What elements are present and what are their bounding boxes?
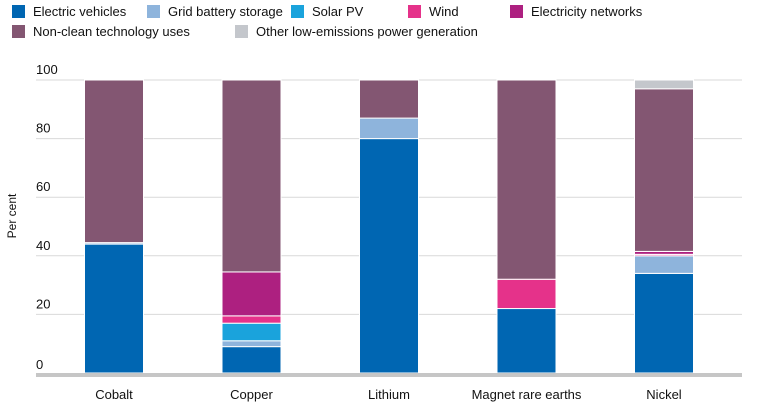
legend-item-wind: Wind [408, 4, 459, 19]
legend-item-electricity-networks: Electricity networks [510, 4, 643, 19]
bar-copper-wind [221, 315, 282, 324]
bar-nickel-electric-vehicles [634, 272, 694, 374]
bar-nickel-grid-battery-storage [634, 255, 694, 274]
legend-label-electric-vehicles: Electric vehicles [33, 4, 127, 19]
bar-stack-magnet-rare-earths [496, 79, 557, 374]
x-tick-label-nickel: Nickel [646, 387, 682, 402]
bar-lithium-electric-vehicles [359, 138, 419, 374]
legend-label-electricity-networks: Electricity networks [531, 4, 643, 19]
bar-copper-electricity-networks [221, 271, 282, 317]
bar-stack-copper [221, 79, 282, 374]
y-tick-label-40: 40 [36, 238, 50, 253]
bar-stack-nickel [634, 79, 694, 374]
x-tick-label-cobalt: Cobalt [95, 387, 133, 402]
legend-label-wind: Wind [429, 4, 459, 19]
y-tick-label-60: 60 [36, 179, 50, 194]
legend-item-solar-pv: Solar PV [291, 4, 364, 19]
x-tick-label-copper: Copper [230, 387, 273, 402]
bar-lithium-grid-battery-storage [359, 117, 419, 140]
bar-nickel-non-clean-technology-uses [634, 88, 694, 252]
legend-label-non-clean-technology-uses: Non-clean technology uses [33, 24, 190, 39]
bar-copper-electric-vehicles [221, 346, 282, 374]
legend-swatch-wind [408, 5, 421, 18]
y-tick-label-100: 100 [36, 62, 58, 77]
legend-label-other-low-emissions-power-generation: Other low-emissions power generation [256, 24, 478, 39]
legend-item-other-low-emissions-power-generation: Other low-emissions power generation [235, 24, 478, 39]
legend-swatch-electric-vehicles [12, 5, 25, 18]
bars [84, 79, 694, 374]
bar-stack-lithium [359, 79, 419, 374]
x-tick-label-lithium: Lithium [368, 387, 410, 402]
y-tick-label-0: 0 [36, 357, 43, 372]
legend-swatch-solar-pv [291, 5, 304, 18]
legend-swatch-electricity-networks [510, 5, 523, 18]
bar-copper-non-clean-technology-uses [221, 79, 282, 273]
chart-legend: Electric vehicles Grid battery storage Sol… [12, 4, 643, 39]
bar-magnet-rare-earths-electric-vehicles [496, 308, 557, 374]
bar-nickel-other-low-emissions-power-generation [634, 79, 694, 90]
legend-swatch-non-clean-technology-uses [12, 25, 25, 38]
bar-stack-cobalt [84, 79, 144, 374]
y-axis-title: Per cent [5, 193, 19, 238]
y-tick-label-20: 20 [36, 296, 50, 311]
bar-copper-solar-pv [221, 322, 282, 342]
x-axis-baseline [36, 373, 742, 377]
x-axis-labels: Cobalt Copper Lithium Magnet rare earths Nic… [95, 387, 682, 402]
bar-cobalt-electric-vehicles [84, 243, 144, 374]
y-axis-ticks: 0 20 40 60 80 100 [36, 62, 58, 372]
y-tick-label-80: 80 [36, 121, 50, 136]
legend-swatch-other-low-emissions-power-generation [235, 25, 248, 38]
bar-copper-grid-battery-storage [221, 340, 282, 348]
legend-item-electric-vehicles: Electric vehicles [12, 4, 127, 19]
bar-lithium-non-clean-technology-uses [359, 79, 419, 119]
bar-cobalt-non-clean-technology-uses [84, 79, 144, 244]
legend-label-grid-battery-storage: Grid battery storage [168, 4, 283, 19]
legend-label-solar-pv: Solar PV [312, 4, 364, 19]
x-tick-label-magnet-rare-earths: Magnet rare earths [472, 387, 582, 402]
bar-magnet-rare-earths-wind [496, 278, 557, 310]
legend-item-non-clean-technology-uses: Non-clean technology uses [12, 24, 190, 39]
legend-swatch-grid-battery-storage [147, 5, 160, 18]
bar-magnet-rare-earths-non-clean-technology-uses [496, 79, 557, 280]
legend-item-grid-battery-storage: Grid battery storage [147, 4, 283, 19]
